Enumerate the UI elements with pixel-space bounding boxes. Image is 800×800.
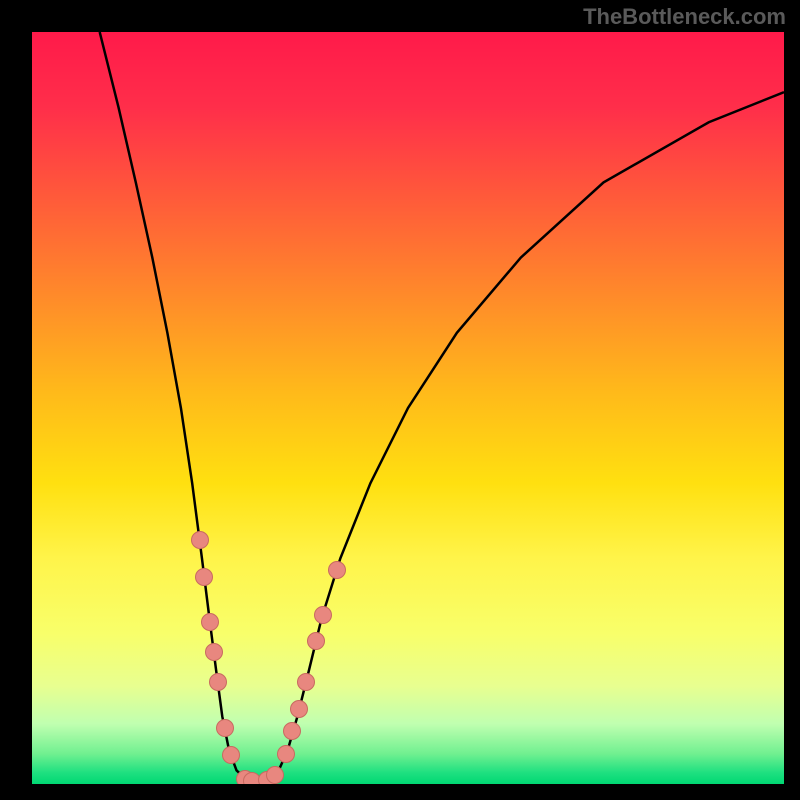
data-marker <box>307 632 325 650</box>
data-marker <box>201 613 219 631</box>
data-marker <box>297 673 315 691</box>
data-marker <box>277 745 295 763</box>
data-marker <box>290 700 308 718</box>
data-marker <box>216 719 234 737</box>
data-marker <box>205 643 223 661</box>
data-marker <box>283 722 301 740</box>
data-marker <box>314 606 332 624</box>
bottleneck-curve <box>100 32 784 782</box>
data-marker <box>209 673 227 691</box>
curve-layer <box>32 32 784 784</box>
data-marker <box>222 746 240 764</box>
data-marker <box>195 568 213 586</box>
data-marker <box>266 766 284 784</box>
data-marker <box>328 561 346 579</box>
data-marker <box>191 531 209 549</box>
plot-area <box>32 32 784 784</box>
watermark-text: TheBottleneck.com <box>583 4 786 30</box>
